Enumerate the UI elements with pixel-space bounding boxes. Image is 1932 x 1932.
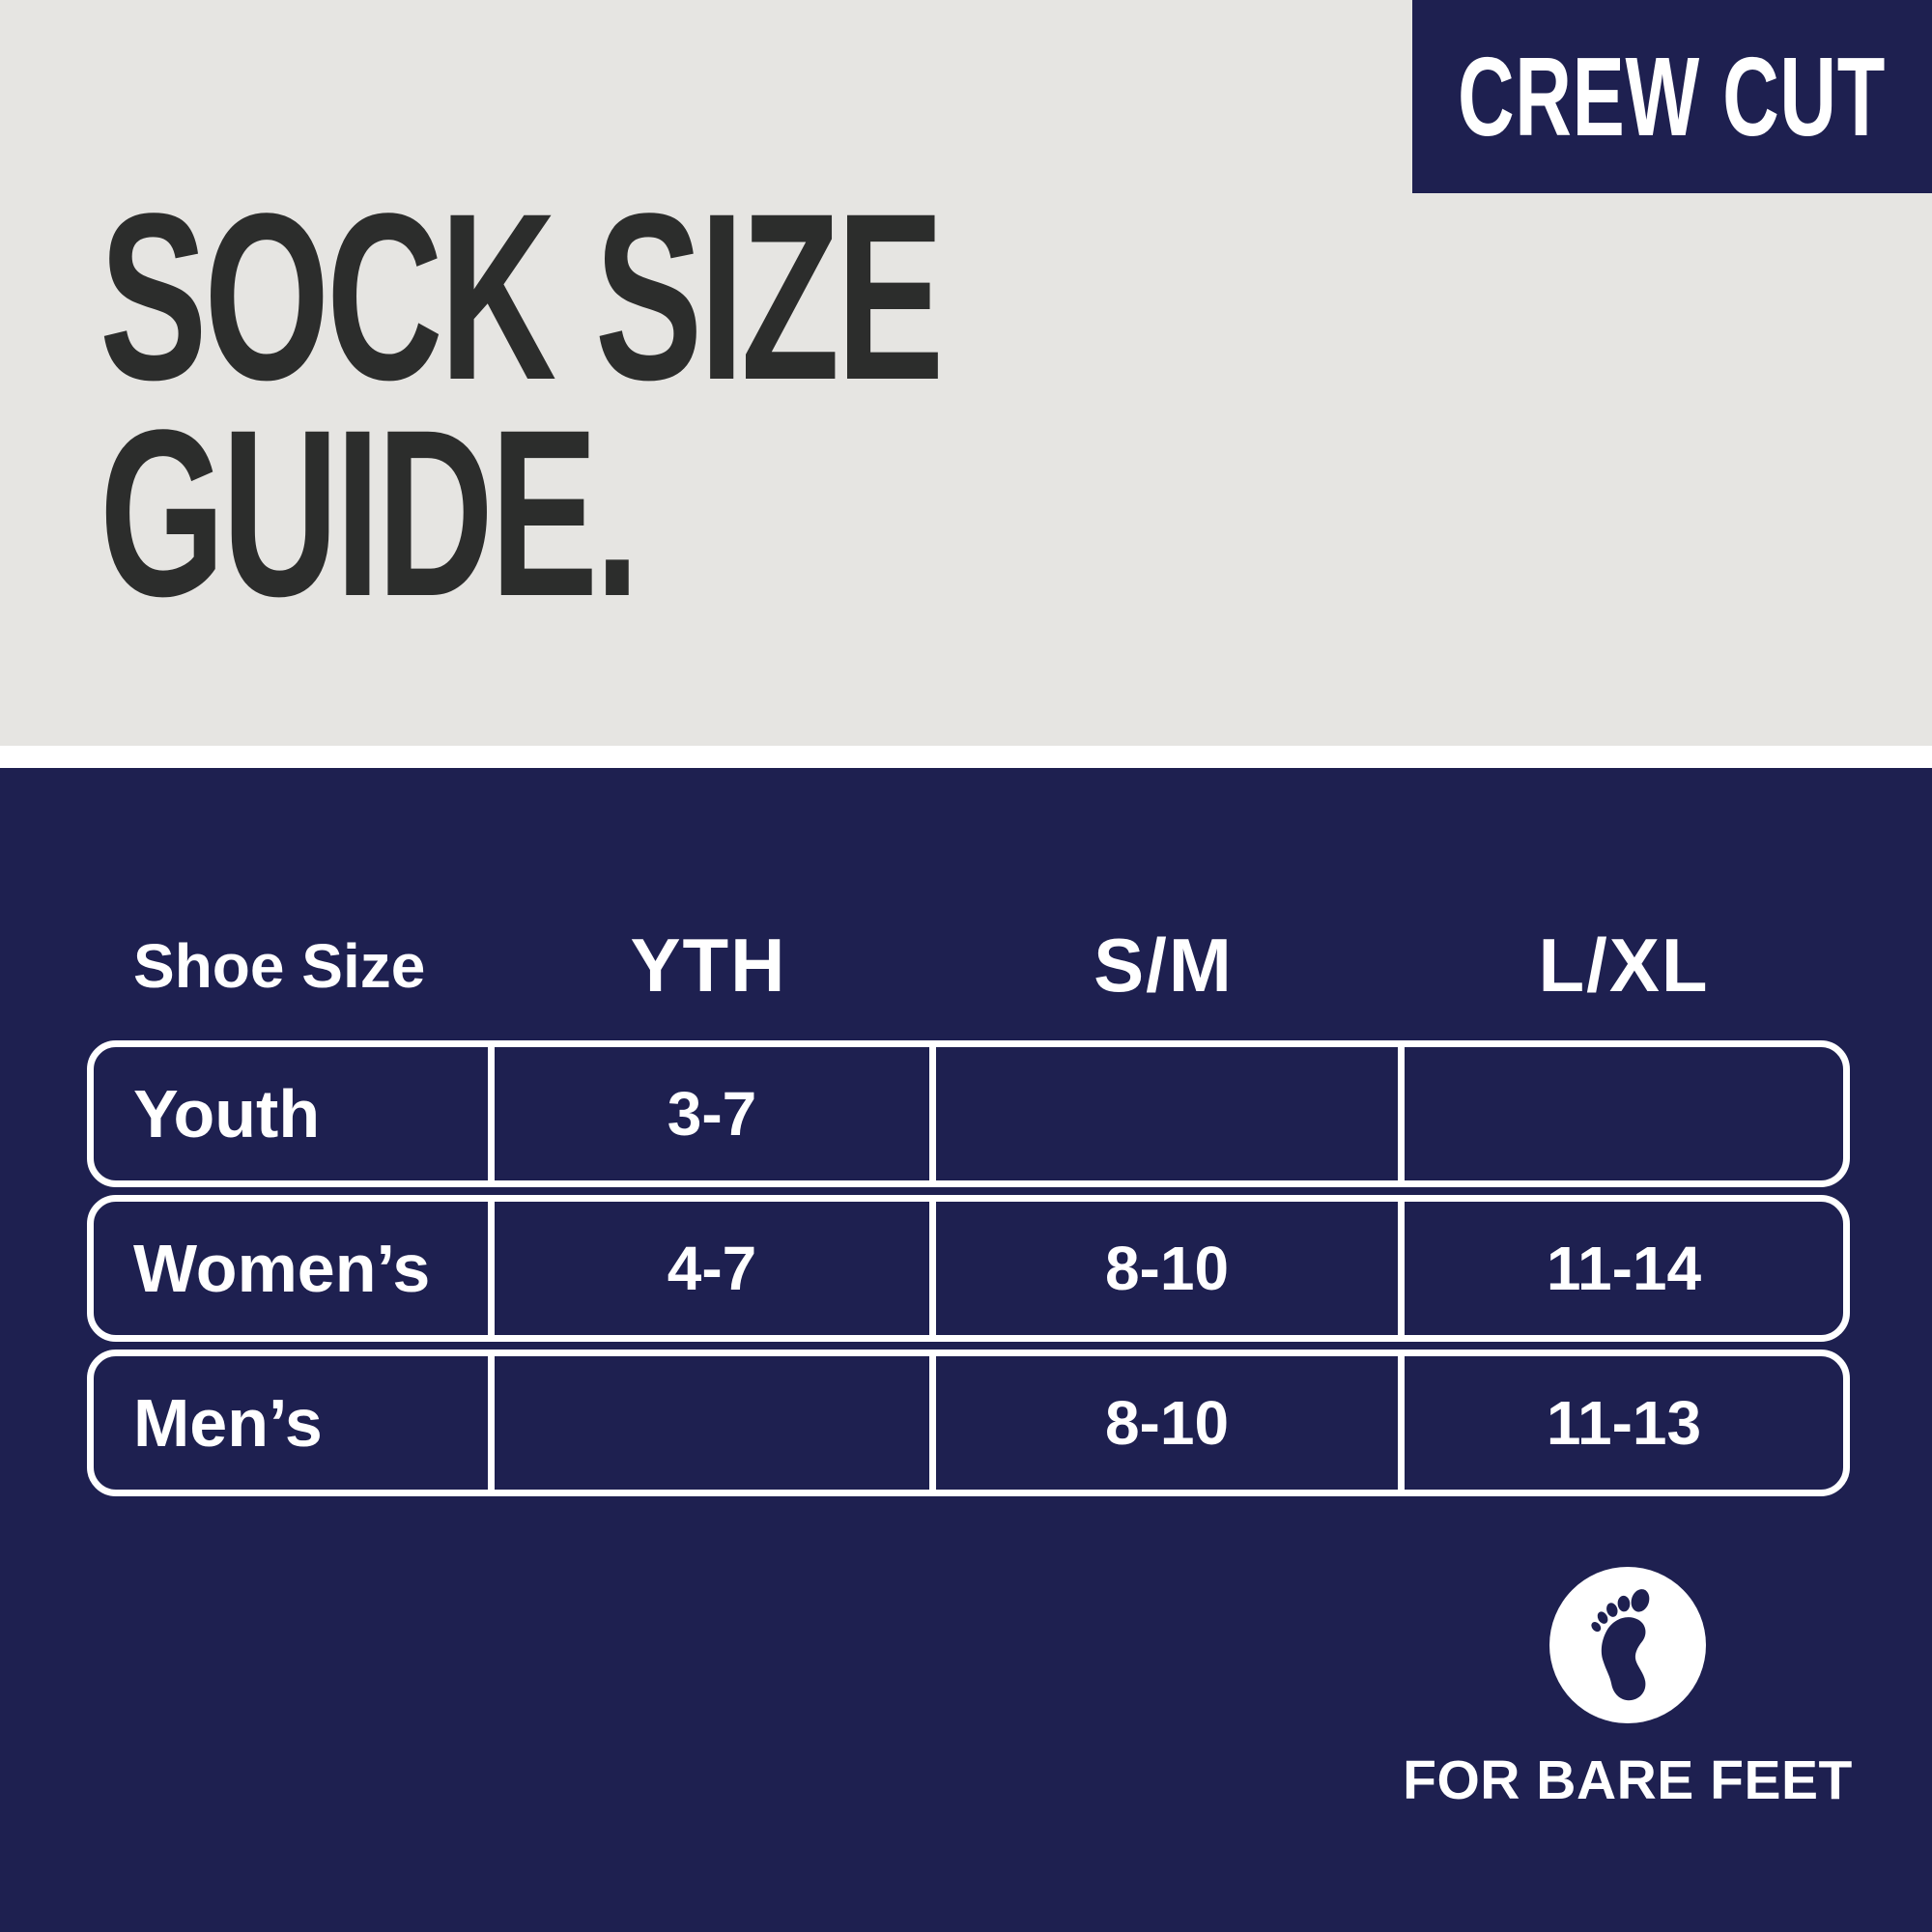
column-header-sm: S/M (1094, 923, 1234, 1008)
table-header-row: Shoe Size YTH S/M L/XL (87, 910, 1850, 1021)
column-header-lxl: L/XL (1538, 923, 1710, 1008)
cell-youth-lxl (1398, 1047, 1843, 1180)
brand-name: FOR BARE FEET (1403, 1749, 1853, 1811)
page-title: SOCK SIZE GUIDE. (99, 164, 944, 646)
cell-youth-sm (929, 1047, 1398, 1180)
table-row-womens: Women’s 4-7 8-10 11-14 (87, 1195, 1850, 1342)
cell-womens-sm: 8-10 (929, 1202, 1398, 1335)
cell-youth-yth: 3-7 (488, 1047, 929, 1180)
size-table: Youth 3-7 Women’s 4-7 8-10 11-14 Men’s 8… (87, 1040, 1850, 1504)
cell-mens-yth (488, 1356, 929, 1490)
column-header-yth: YTH (630, 923, 787, 1008)
brand-logo (1549, 1567, 1706, 1723)
cell-mens-sm: 8-10 (929, 1356, 1398, 1490)
table-row-mens: Men’s 8-10 11-13 (87, 1350, 1850, 1496)
row-label-womens: Women’s (133, 1231, 431, 1306)
column-header-shoe-size: Shoe Size (133, 930, 426, 1001)
page-title-line-2: GUIDE. (99, 381, 639, 646)
footprint-icon (1591, 1589, 1650, 1701)
page-title-line-1: SOCK SIZE (99, 164, 944, 430)
cell-womens-lxl: 11-14 (1398, 1202, 1843, 1335)
crew-cut-badge: CREW CUT (1412, 0, 1932, 193)
row-label-mens: Men’s (133, 1385, 323, 1461)
cell-womens-yth: 4-7 (488, 1202, 929, 1335)
section-divider (0, 746, 1932, 768)
crew-cut-badge-label: CREW CUT (1458, 34, 1887, 159)
table-row-youth: Youth 3-7 (87, 1040, 1850, 1187)
cell-mens-lxl: 11-13 (1398, 1356, 1843, 1490)
row-label-youth: Youth (133, 1076, 321, 1151)
